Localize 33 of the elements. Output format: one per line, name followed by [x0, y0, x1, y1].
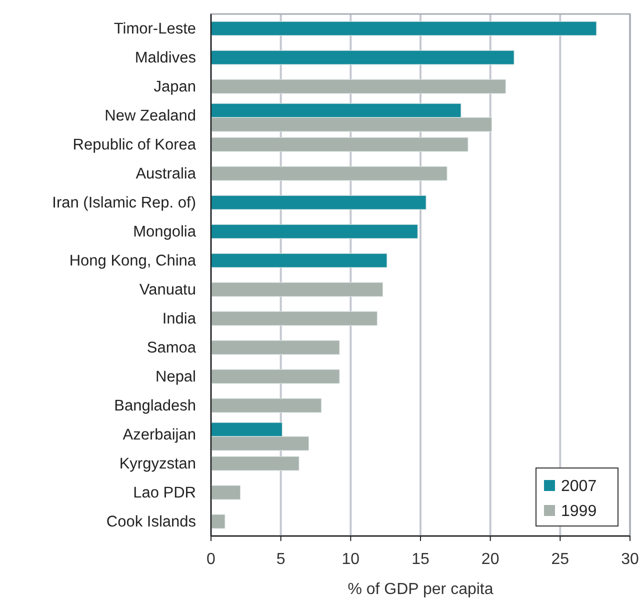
y-tick-label: India — [162, 310, 196, 328]
legend-label: 1999 — [561, 503, 597, 520]
x-axis-title: % of GDP per capita — [348, 581, 494, 598]
y-tick-label: Kyrgyzstan — [119, 456, 196, 472]
x-tick-label: 30 — [621, 551, 639, 568]
y-tick-label: Cook Islands — [106, 514, 196, 530]
bar — [210, 50, 514, 65]
y-tick-label: Lao PDR — [133, 484, 196, 502]
y-tick-label: Australia — [136, 166, 196, 182]
y-tick-label: Mongolia — [133, 224, 196, 240]
y-tick-label: New Zealand — [104, 108, 196, 124]
x-tick-label: 20 — [481, 551, 500, 568]
x-tick-label: 5 — [276, 551, 286, 568]
x-tick-label: 0 — [206, 551, 216, 568]
bar — [210, 253, 388, 268]
y-tick-label: Republic of Korea — [72, 136, 196, 154]
y-tick-label: Vanuatu — [139, 282, 196, 298]
y-tick-label: Maldives — [134, 50, 196, 66]
bar — [210, 21, 597, 36]
legend-label: 2007 — [561, 478, 597, 495]
y-tick-label: Samoa — [146, 340, 196, 356]
y-tick-label: Bangladesh — [114, 398, 196, 414]
x-tick-label: 25 — [551, 551, 570, 568]
y-tick-label: Iran (Islamic Rep. of) — [52, 194, 196, 212]
bar — [210, 224, 418, 239]
x-tick-label: 10 — [342, 551, 360, 568]
y-tick-label: Nepal — [156, 368, 196, 386]
y-tick-label: Timor-Leste — [114, 20, 196, 38]
bar — [210, 195, 426, 210]
y-tick-label: Azerbaijan — [122, 426, 196, 444]
y-tick-label: Japan — [154, 78, 196, 96]
y-tick-label: Hong Kong, China — [69, 252, 196, 270]
x-tick-label: 15 — [412, 551, 430, 568]
